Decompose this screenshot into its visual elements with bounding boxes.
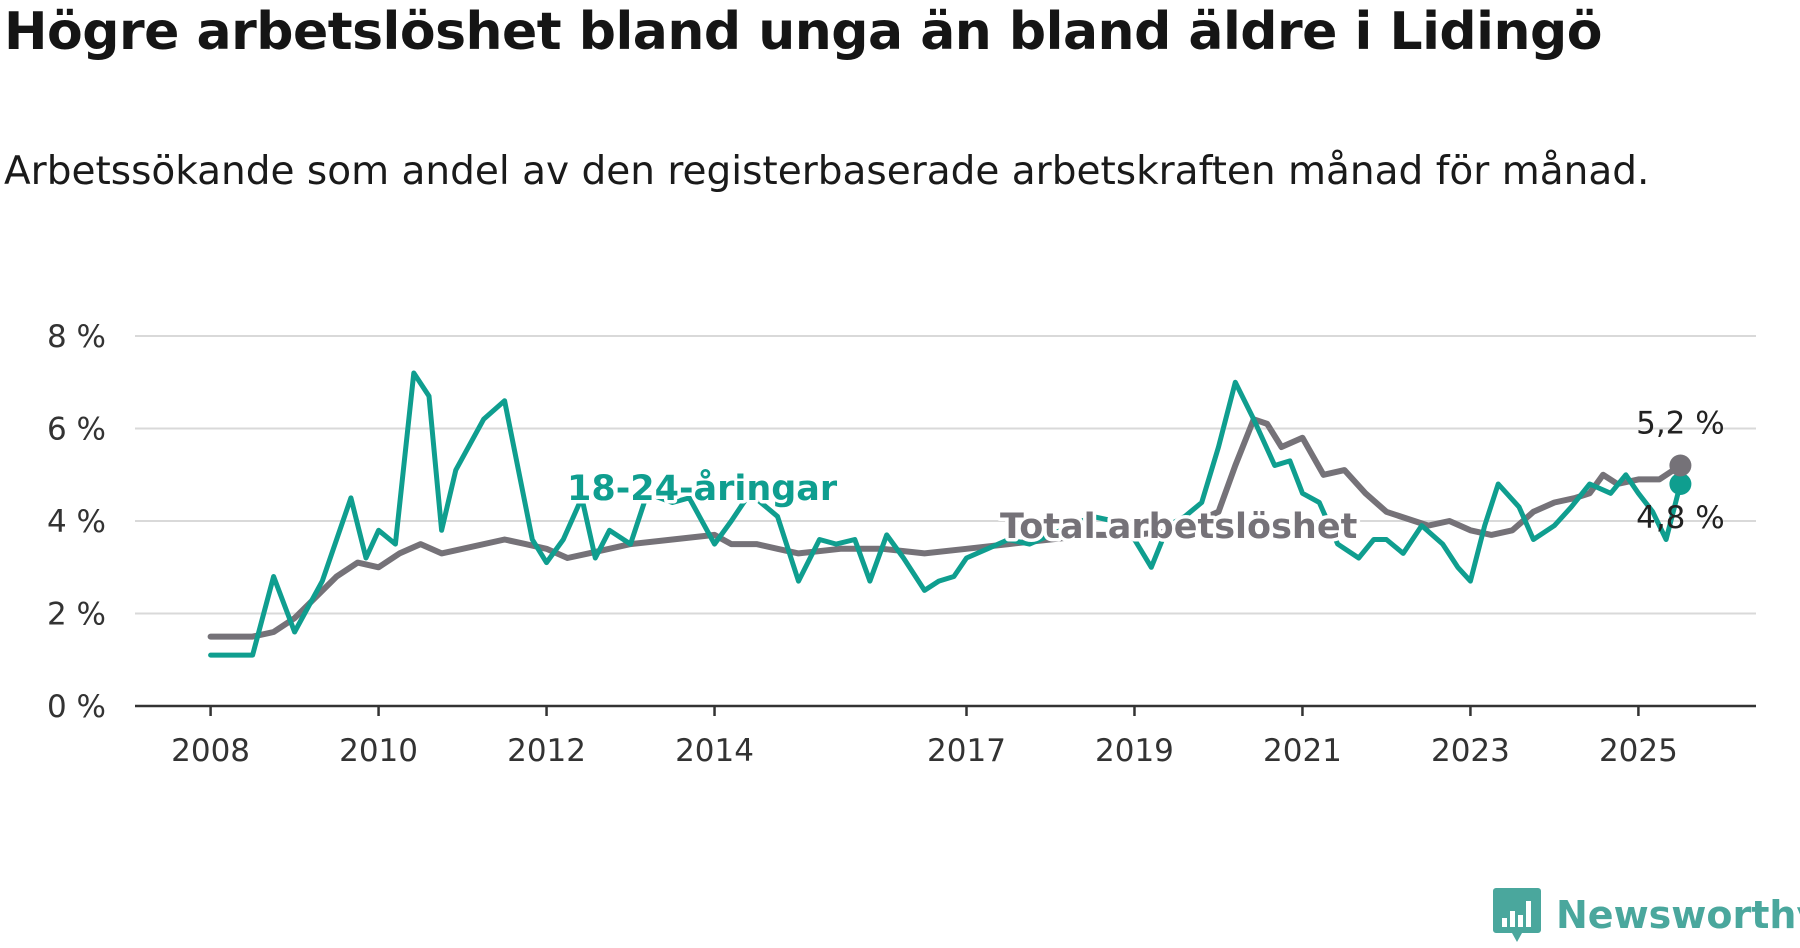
grid-lines: 0 % 2 % 4 % 6 % 8 % <box>47 319 1756 725</box>
end-point-youth <box>1669 473 1692 495</box>
y-tick-label: 4 % <box>47 504 106 540</box>
newsworthy-bar-chart-icon <box>1493 888 1541 942</box>
chart-labels: 4,8 % 5,2 % 18-24-åringar Total arbetslöshe… <box>564 406 1725 551</box>
y-tick-label: 2 % <box>47 597 106 633</box>
x-tick-label: 2014 <box>675 733 754 769</box>
x-tick-label: 2023 <box>1431 733 1510 769</box>
x-tick-label: 2017 <box>927 733 1006 769</box>
end-value-label-youth: 4,8 % <box>1636 500 1725 536</box>
x-tick-label: 2021 <box>1263 733 1342 769</box>
chart-subtitle: Arbetssökande som andel av den registerb… <box>4 149 1650 194</box>
x-tick-label: 2019 <box>1095 733 1174 769</box>
end-value-label-total: 5,2 % <box>1636 406 1725 442</box>
series-line-total <box>207 416 1684 640</box>
y-tick-label: 0 % <box>47 689 106 725</box>
x-tick-label: 2010 <box>339 733 418 769</box>
series-lines <box>207 370 1684 658</box>
series-label-youth: 18-24-åringar <box>567 468 838 509</box>
series-label-total: Total arbetslöshet <box>1000 507 1357 547</box>
brand-name: Newsworthy <box>1556 893 1800 937</box>
x-tick-label: 2008 <box>171 733 250 769</box>
y-tick-label: 8 % <box>47 319 106 355</box>
chart-title: Högre arbetslöshet bland unga än bland ä… <box>4 2 1602 62</box>
x-tick-label: 2012 <box>507 733 586 769</box>
end-point-total <box>1669 454 1692 477</box>
x-tick-label: 2025 <box>1599 733 1678 769</box>
newsworthy-brand: Newsworthy <box>1492 886 1800 944</box>
y-tick-label: 6 % <box>47 412 106 448</box>
series-line-youth <box>208 370 1683 658</box>
x-axis: 2008 2010 2012 2014 2017 2019 2021 2023 2025 <box>135 704 1756 769</box>
